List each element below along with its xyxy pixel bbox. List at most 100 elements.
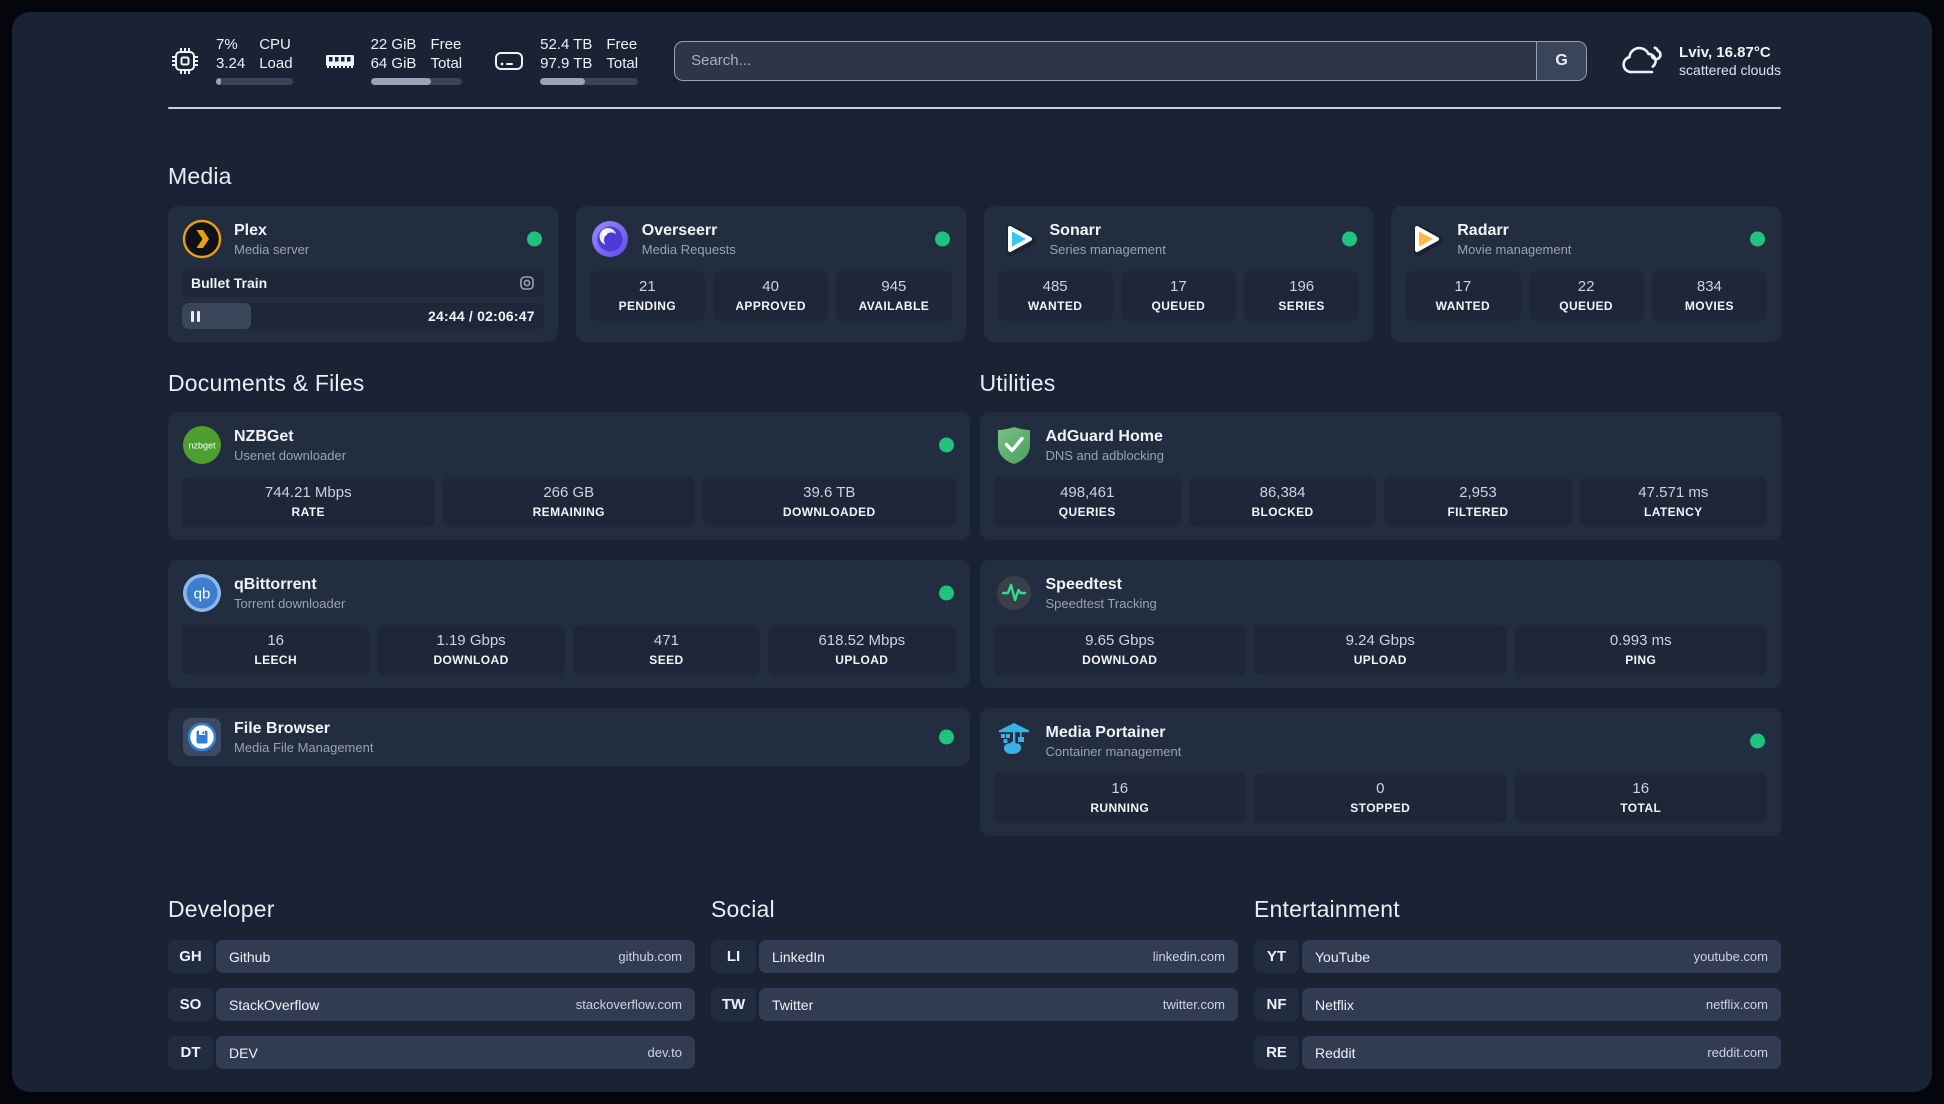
section-title-utilities: Utilities (979, 370, 1056, 396)
stat-box: 2,953 FILTERED (1384, 477, 1572, 527)
status-dot (526, 231, 542, 247)
app-name: Radarr (1457, 221, 1509, 239)
app-name: File Browser (234, 719, 331, 737)
weather-widget: Lviv, 16.87°C scattered clouds (1619, 43, 1781, 79)
stat-box: 471 SEED (572, 625, 761, 675)
section-entertainment: Entertainment YT YouTube youtube.com NF N… (1254, 896, 1781, 1069)
link-abbr: LI (711, 940, 756, 973)
weather-location-temp: Lviv, 16.87°C (1679, 43, 1771, 61)
card-nzbget[interactable]: nzbget NZBGet Usenet downloader 744.21 M… (168, 412, 970, 540)
pause-icon[interactable] (191, 310, 200, 322)
stat-box: 16 LEECH (182, 625, 370, 675)
app-desc: Movie management (1457, 241, 1572, 257)
app-desc: Torrent downloader (234, 595, 346, 611)
stat-box: 9.65 Gbps DOWNLOAD (993, 625, 1246, 675)
card-sonarr[interactable]: Sonarr Series management 485 WANTED 17 QUE… (983, 206, 1374, 342)
stat-box: 17 QUEUED (1120, 271, 1236, 321)
camera-icon[interactable] (519, 275, 535, 291)
section-title-social: Social (711, 896, 775, 922)
section-title-documents: Documents & Files (168, 370, 365, 396)
section-social: Social LI LinkedIn linkedin.com TW Twitte… (711, 896, 1238, 1069)
disk-total: 97.9 TB (540, 55, 593, 72)
disk-icon (492, 44, 526, 78)
ram-stat: 22 GiB 64 GiB Free Total (323, 36, 463, 85)
stat-box: 40 APPROVED (713, 271, 829, 321)
plex-icon (182, 219, 222, 259)
card-qbittorrent[interactable]: qb qBittorrent Torrent downloader 16 LEEC… (168, 560, 970, 688)
link-youtube[interactable]: YT YouTube youtube.com (1254, 940, 1781, 973)
section-title-media: Media (168, 163, 232, 189)
status-dot (934, 231, 950, 247)
nzbget-icon: nzbget (182, 425, 222, 465)
stat-box: 0 STOPPED (1254, 773, 1507, 823)
radarr-icon (1405, 219, 1445, 259)
link-netflix[interactable]: NF Netflix netflix.com (1254, 988, 1781, 1021)
google-search-button[interactable]: G (1536, 41, 1587, 80)
disk-stat: 52.4 TB 97.9 TB Free Total (492, 36, 639, 85)
section-title-entertainment: Entertainment (1254, 896, 1400, 922)
card-radarr[interactable]: Radarr Movie management 17 WANTED 22 QUEUE… (1391, 206, 1781, 342)
link-linkedin[interactable]: LI LinkedIn linkedin.com (711, 940, 1238, 973)
status-dot (1750, 733, 1765, 749)
card-plex[interactable]: Plex Media server Bullet Train (168, 206, 558, 342)
qbittorrent-icon: qb (182, 573, 222, 613)
app-name: NZBGet (234, 427, 294, 445)
cpu-progress (216, 78, 293, 85)
portainer-icon (994, 721, 1034, 761)
ram-progress (370, 78, 463, 85)
link-github[interactable]: GH Github github.com (168, 940, 695, 973)
playback-time: 24:44 / 02:06:47 (428, 308, 535, 324)
stat-box: 0.993 ms PING (1514, 625, 1767, 675)
dashboard-panel: 7% 3.24 CPU Load 22 GiB 64 GiB Free (12, 12, 1932, 1092)
stat-box: 498,461 QUERIES (993, 477, 1181, 527)
stat-box: 86,384 BLOCKED (1188, 477, 1377, 527)
stat-box: 16 RUNNING (993, 773, 1246, 823)
cpu-stat: 7% 3.24 CPU Load (168, 36, 293, 85)
app-name: Overseerr (641, 221, 718, 239)
app-desc: Series management (1049, 241, 1166, 257)
app-name: Sonarr (1049, 221, 1102, 239)
header-divider (168, 107, 1781, 109)
app-desc: DNS and adblocking (1045, 447, 1165, 463)
filebrowser-icon (182, 717, 222, 757)
search-bar: G (674, 40, 1588, 81)
stat-box: 618.52 Mbps UPLOAD (768, 625, 956, 675)
card-filebrowser[interactable]: File Browser Media File Management (168, 708, 970, 766)
app-desc: Usenet downloader (234, 447, 347, 463)
app-name: AdGuard Home (1045, 427, 1163, 445)
playback-progress[interactable]: 24:44 / 02:06:47 (182, 303, 544, 329)
ram-total: 64 GiB (370, 55, 417, 72)
card-speedtest[interactable]: Speedtest Speedtest Tracking 9.65 Gbps DO… (979, 560, 1781, 688)
cloud-icon (1619, 43, 1665, 79)
stat-box: 22 QUEUED (1528, 271, 1644, 321)
stat-box: 485 WANTED (997, 271, 1113, 321)
app-desc: Media File Management (234, 739, 374, 755)
stat-box: 21 PENDING (589, 271, 705, 321)
link-twitter[interactable]: TW Twitter twitter.com (711, 988, 1238, 1021)
link-reddit[interactable]: RE Reddit reddit.com (1254, 1036, 1781, 1069)
stat-box: 39.6 TB DOWNLOADED (703, 477, 956, 527)
now-playing-row: Bullet Train (182, 269, 544, 297)
search-input[interactable] (675, 41, 1537, 80)
section-utilities: Utilities (979, 370, 1781, 836)
card-portainer[interactable]: Media Portainer Container management 16 R… (979, 708, 1781, 836)
app-name: qBittorrent (234, 575, 317, 593)
stat-box: 17 WANTED (1405, 271, 1521, 321)
section-documents: Documents & Files nzbget (168, 370, 970, 836)
link-stackoverflow[interactable]: SO StackOverflow stackoverflow.com (168, 988, 695, 1021)
status-dot (938, 437, 954, 453)
weather-condition: scattered clouds (1679, 61, 1781, 78)
link-dev[interactable]: DT DEV dev.to (168, 1036, 695, 1069)
status-dot (1342, 231, 1358, 247)
speedtest-icon (994, 573, 1034, 613)
app-desc: Speedtest Tracking (1045, 595, 1157, 611)
link-abbr: NF (1254, 988, 1299, 1021)
stat-box: 47.571 ms LATENCY (1579, 477, 1767, 527)
status-dot (938, 585, 954, 601)
sonarr-icon (998, 219, 1038, 259)
cpu-load: 3.24 (216, 55, 246, 72)
app-desc: Media server (234, 241, 310, 257)
cpu-label: CPU (259, 36, 291, 53)
card-overseerr[interactable]: Overseerr Media Requests 21 PENDING 40 APP… (575, 206, 966, 342)
card-adguard[interactable]: AdGuard Home DNS and adblocking 498,461 Q… (979, 412, 1781, 540)
